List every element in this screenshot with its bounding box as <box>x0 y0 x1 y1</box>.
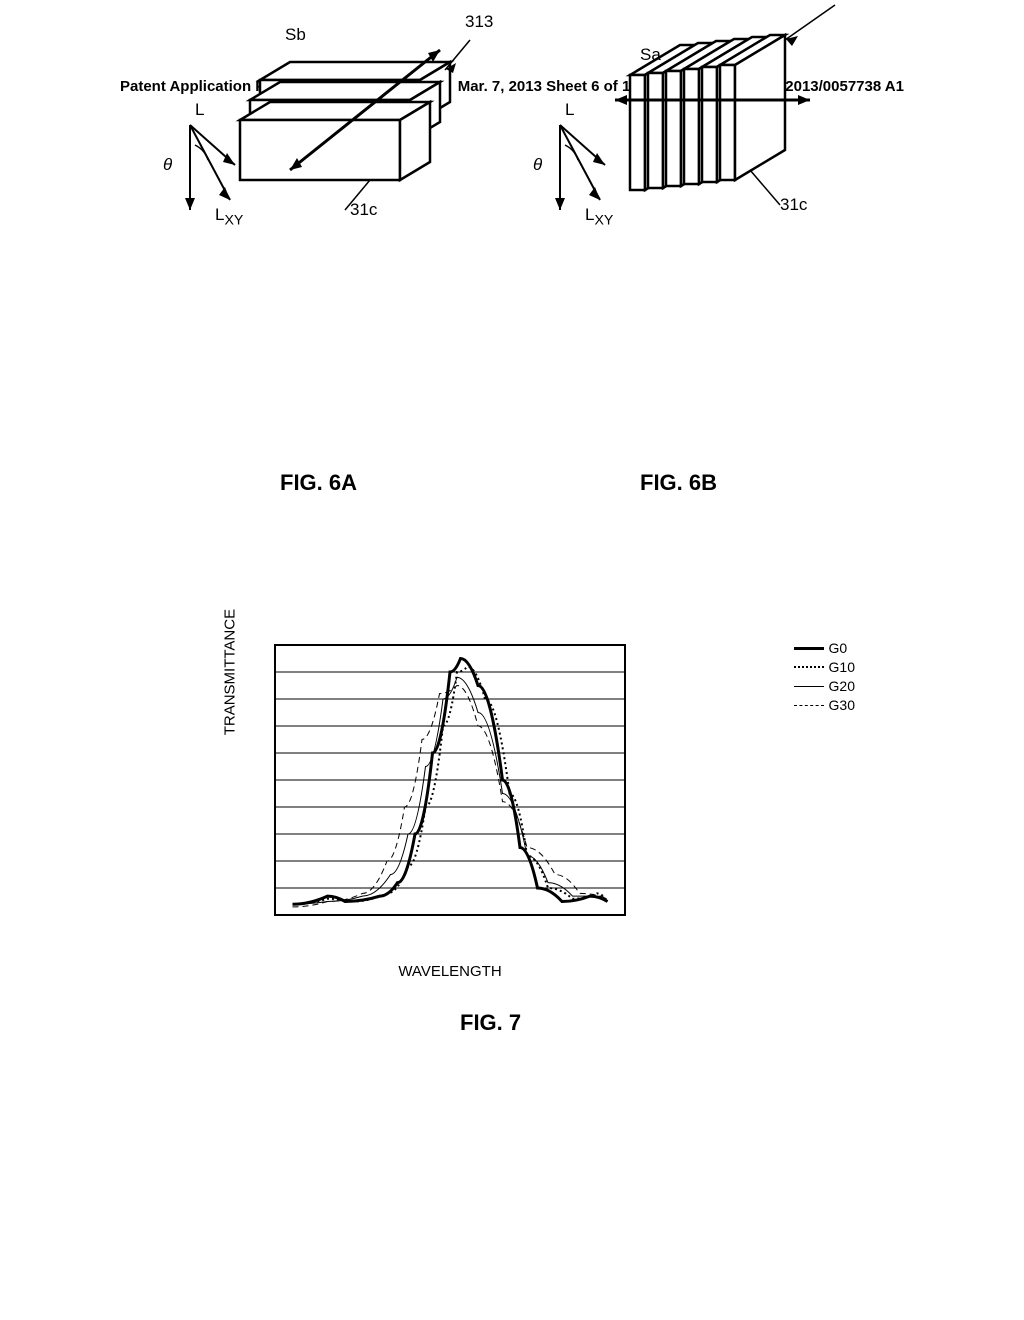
fig6b-label-l: L <box>565 100 574 120</box>
page-header: Patent Application Publication Mar. 7, 2… <box>0 78 1024 95</box>
fig7-caption: FIG. 7 <box>460 1010 521 1036</box>
fig6b-diagram <box>530 0 870 280</box>
y-axis-label: TRANSMITTANCE <box>222 609 239 735</box>
fig6a-diagram <box>160 0 500 280</box>
chart-svg <box>260 630 640 930</box>
fig6b-label-31c: 31c <box>780 195 807 215</box>
fig6a-label-lxy: LXY <box>215 205 243 228</box>
fig6b-label-sa: Sa <box>640 45 661 65</box>
fig6a-label-313: 313 <box>465 12 493 32</box>
fig6a-caption: FIG. 6A <box>280 470 357 496</box>
fig6a-label-theta: θ <box>163 155 172 175</box>
legend-g30: G30 <box>794 697 855 713</box>
legend-g20: G20 <box>794 678 855 694</box>
chart-legend: G0 G10 G20 G30 <box>794 640 855 716</box>
x-axis-label: WAVELENGTH <box>398 963 501 980</box>
fig6b-caption: FIG. 6B <box>640 470 717 496</box>
fig6b-label-lxy: LXY <box>585 205 613 228</box>
fig6a-label-31c: 31c <box>350 200 377 220</box>
figure-6b: Sa 313 L θ LXY 31c <box>530 0 870 300</box>
fig6a-label-l: L <box>195 100 204 120</box>
fig6a-label-sb: Sb <box>285 25 306 45</box>
legend-g0: G0 <box>794 640 855 656</box>
legend-g10: G10 <box>794 659 855 675</box>
figure-6a: Sb 313 L θ LXY 31c <box>160 0 500 300</box>
figure-7-chart: TRANSMITTANCE WAVELENGTH G0 G10 G20 G30 <box>260 630 760 950</box>
fig6b-label-theta: θ <box>533 155 542 175</box>
